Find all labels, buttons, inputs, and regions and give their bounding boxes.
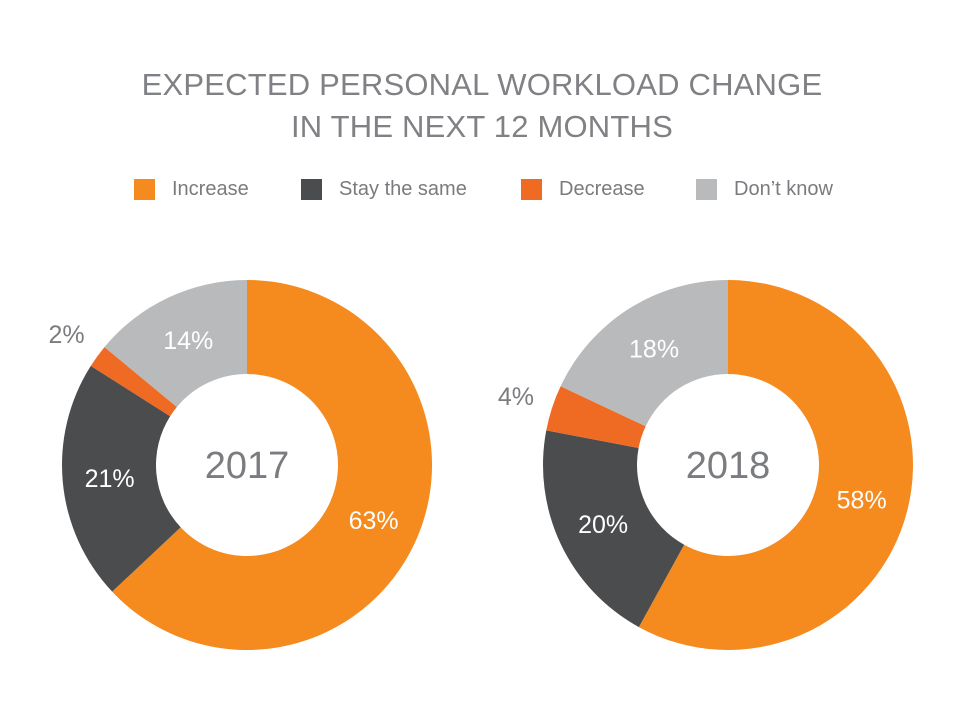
slice-2017-decrease <box>90 347 177 417</box>
slice-2018-decrease <box>546 386 646 448</box>
slice-label-2018-increase: 58% <box>837 486 887 514</box>
slice-label-2018-dont-know: 18% <box>629 335 679 363</box>
center-label-2018: 2018 <box>686 445 771 487</box>
legend-label-stay-the-same: Stay the same <box>339 177 467 200</box>
legend-label-increase: Increase <box>172 177 249 200</box>
slice-label-2017-stay-the-same: 21% <box>85 465 135 493</box>
legend-swatch-increase <box>134 178 155 200</box>
slice-2018-dont-know <box>560 280 728 427</box>
slice-2017-increase <box>112 280 432 650</box>
legend-item-increase: Increase <box>134 174 249 204</box>
center-label-2017: 2017 <box>205 445 290 487</box>
slice-label-2017-dont-know: 14% <box>163 327 213 355</box>
chart-title-line-1: EXPECTED PERSONAL WORKLOAD CHANGE <box>141 67 823 102</box>
legend-item-decrease: Decrease <box>521 174 645 204</box>
donut-chart-2017: 63% 21% 2% 14% 2017 <box>49 280 432 650</box>
slice-label-2017-decrease: 2% <box>49 321 85 349</box>
chart-title: EXPECTED PERSONAL WORKLOAD CHANGE IN THE… <box>0 64 964 148</box>
legend-label-dont-know: Don’t know <box>734 177 833 200</box>
slice-2018-increase <box>638 280 913 650</box>
slice-2017-dont-know <box>104 280 247 407</box>
chart-title-line-2: IN THE NEXT 12 MONTHS <box>290 109 673 144</box>
slice-label-2018-stay-the-same: 20% <box>578 511 628 539</box>
slice-label-2018-decrease: 4% <box>498 383 534 411</box>
legend-swatch-decrease <box>521 178 542 200</box>
legend-item-dont-know: Don’t know <box>696 174 833 204</box>
slice-2018-stay-the-same <box>542 430 685 628</box>
slice-2017-stay-the-same <box>61 365 181 592</box>
donut-chart-2018: 58% 20% 4% 18% 2018 <box>498 280 913 650</box>
slice-label-2017-increase: 63% <box>349 507 399 535</box>
legend-item-stay-the-same: Stay the same <box>301 174 467 204</box>
legend-swatch-dont-know <box>696 178 717 200</box>
legend: Increase Stay the same Decrease Don’t kn… <box>0 174 964 204</box>
legend-swatch-stay-the-same <box>301 178 322 200</box>
legend-label-decrease: Decrease <box>559 177 645 200</box>
